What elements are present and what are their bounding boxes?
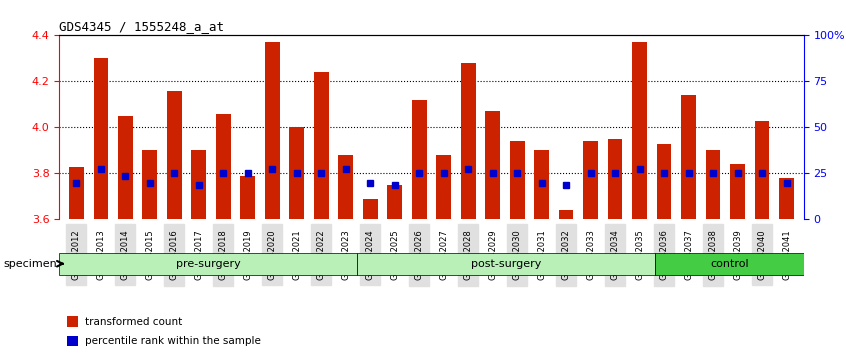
Text: specimen: specimen: [3, 259, 58, 269]
Bar: [387, 185, 402, 219]
Bar: [363, 199, 377, 219]
Bar: [461, 63, 475, 219]
Bar: [779, 178, 794, 219]
Bar: [412, 100, 426, 219]
Bar: [755, 120, 769, 219]
Text: pre-surgery: pre-surgery: [176, 259, 240, 269]
Bar: [607, 139, 623, 219]
Bar: [559, 210, 574, 219]
Bar: [167, 91, 182, 219]
Bar: [730, 164, 745, 219]
Bar: [67, 316, 78, 327]
Bar: [118, 116, 133, 219]
Bar: [338, 155, 353, 219]
FancyBboxPatch shape: [59, 253, 357, 275]
Bar: [706, 150, 721, 219]
Text: percentile rank within the sample: percentile rank within the sample: [85, 336, 261, 346]
Bar: [510, 141, 525, 219]
Bar: [314, 72, 328, 219]
Bar: [486, 111, 500, 219]
Bar: [67, 336, 78, 346]
Bar: [69, 166, 84, 219]
Text: post-surgery: post-surgery: [470, 259, 541, 269]
Bar: [632, 42, 647, 219]
Bar: [142, 150, 157, 219]
Bar: [265, 42, 280, 219]
FancyBboxPatch shape: [357, 253, 655, 275]
Bar: [681, 95, 696, 219]
Bar: [535, 150, 549, 219]
Text: control: control: [710, 259, 749, 269]
Text: GDS4345 / 1555248_a_at: GDS4345 / 1555248_a_at: [59, 20, 224, 33]
Bar: [656, 143, 672, 219]
Bar: [240, 176, 255, 219]
Bar: [437, 155, 451, 219]
Text: transformed count: transformed count: [85, 317, 183, 327]
Bar: [583, 141, 598, 219]
Bar: [289, 127, 304, 219]
Bar: [191, 150, 206, 219]
Bar: [216, 114, 231, 219]
Bar: [94, 58, 108, 219]
FancyBboxPatch shape: [655, 253, 804, 275]
